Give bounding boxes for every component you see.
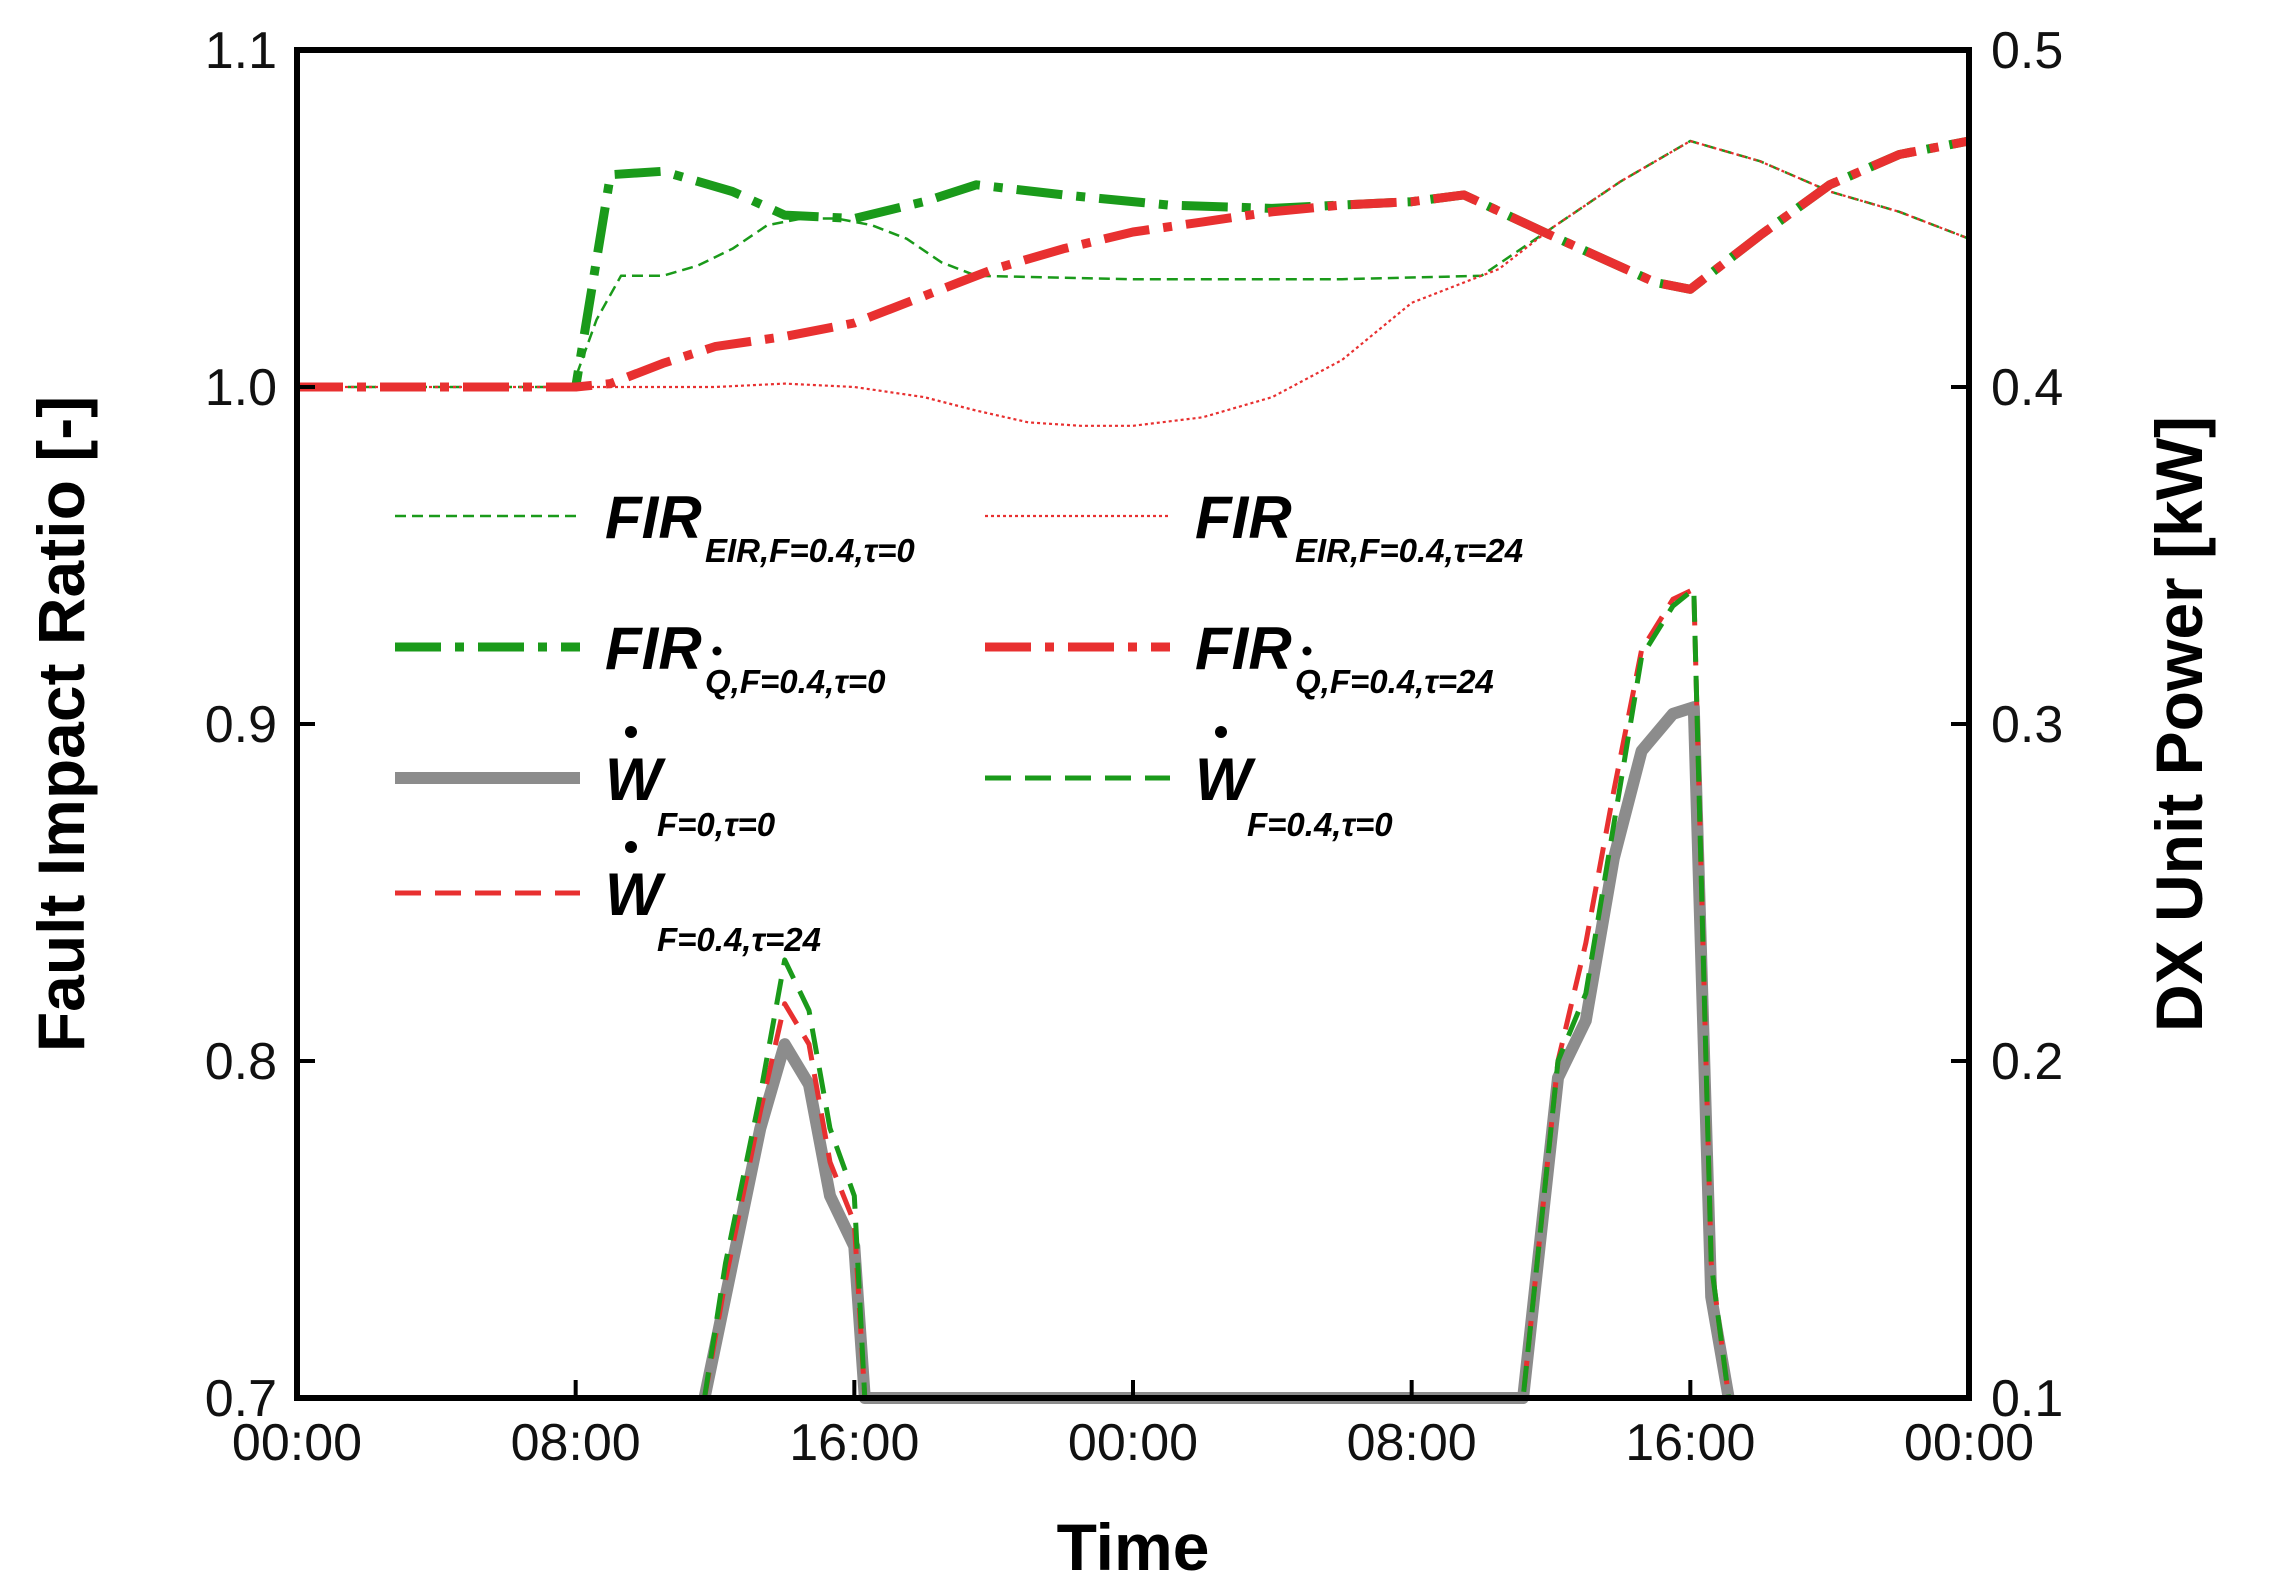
legend-label-w-f0: W: [605, 746, 666, 813]
y-axis-left-title: Fault Impact Ratio [-]: [24, 396, 98, 1052]
legend-subscript-fir-eir-t0: EIR,F=0.4,τ=0: [705, 532, 915, 569]
y-left-tick-label: 0.9: [205, 696, 277, 754]
legend-dot-accent: [712, 646, 722, 656]
legend-dot-accent: [625, 841, 637, 853]
series-line-fir-q-t0: [297, 136, 1970, 392]
x-axis-title: Time: [1057, 1510, 1210, 1582]
y-left-tick-label: 1.0: [205, 359, 277, 417]
y-right-tick-label: 0.3: [1991, 696, 2063, 754]
series-line-fir-q-t24: [297, 136, 1970, 392]
legend-subscript-fir-q-t0: Q,F=0.4,τ=0: [705, 663, 886, 700]
legend-label-fir-q-t24: FIR: [1195, 615, 1292, 682]
x-tick-label: 00:00: [1068, 1414, 1198, 1472]
axes-layer: 00:00 08:00 16:00 00:00 08:00 16:00 00:000.70.…: [205, 22, 2064, 1472]
legend-label-fir-eir-t0: FIR: [605, 484, 702, 551]
legend-subscript-fir-q-t24: Q,F=0.4,τ=24: [1295, 663, 1494, 700]
y-right-tick-label: 0.2: [1991, 1033, 2063, 1091]
legend-subscript-w-f0: F=0,τ=0: [657, 806, 776, 843]
x-tick-label: 00:00: [1904, 1414, 2034, 1472]
legend-label-fir-q-t0: FIR: [605, 615, 702, 682]
legend-dot-accent: [1302, 646, 1312, 656]
x-tick-label: 00:00: [232, 1414, 362, 1472]
series-line-fir-eir-t0: [297, 139, 1970, 389]
x-tick-label: 16:00: [1625, 1414, 1755, 1472]
y-left-tick-label: 0.7: [205, 1370, 277, 1428]
legend-dot-accent: [625, 726, 637, 738]
series-line-w-f04-t24: [702, 586, 1732, 1401]
y-right-tick-label: 0.4: [1991, 359, 2063, 417]
y-right-tick-label: 0.1: [1991, 1370, 2063, 1428]
legend-label-w-f04-t24: W: [605, 861, 666, 928]
legend-label-fir-eir-t24: FIR: [1195, 484, 1292, 551]
y-left-tick-label: 1.1: [205, 22, 277, 80]
y-axis-right-title: DX Unit Power [kW]: [2142, 416, 2216, 1032]
x-tick-label: 16:00: [789, 1414, 919, 1472]
x-tick-label: 08:00: [511, 1414, 641, 1472]
legend-subscript-w-f04-t0: F=0.4,τ=0: [1247, 806, 1393, 843]
x-tick-label: 08:00: [1347, 1414, 1477, 1472]
legend-label-w-f04-t0: W: [1195, 746, 1256, 813]
legend-subscript-w-f04-t24: F=0.4,τ=24: [657, 921, 821, 958]
series-line-fir-eir-t24: [297, 139, 1970, 427]
y-right-tick-label: 0.5: [1991, 22, 2063, 80]
series-line-w-f04-t0: [702, 586, 1732, 1401]
legend-subscript-fir-eir-t24: EIR,F=0.4,τ=24: [1295, 532, 1523, 569]
y-left-tick-label: 0.8: [205, 1033, 277, 1091]
legend-dot-accent: [1215, 726, 1227, 738]
